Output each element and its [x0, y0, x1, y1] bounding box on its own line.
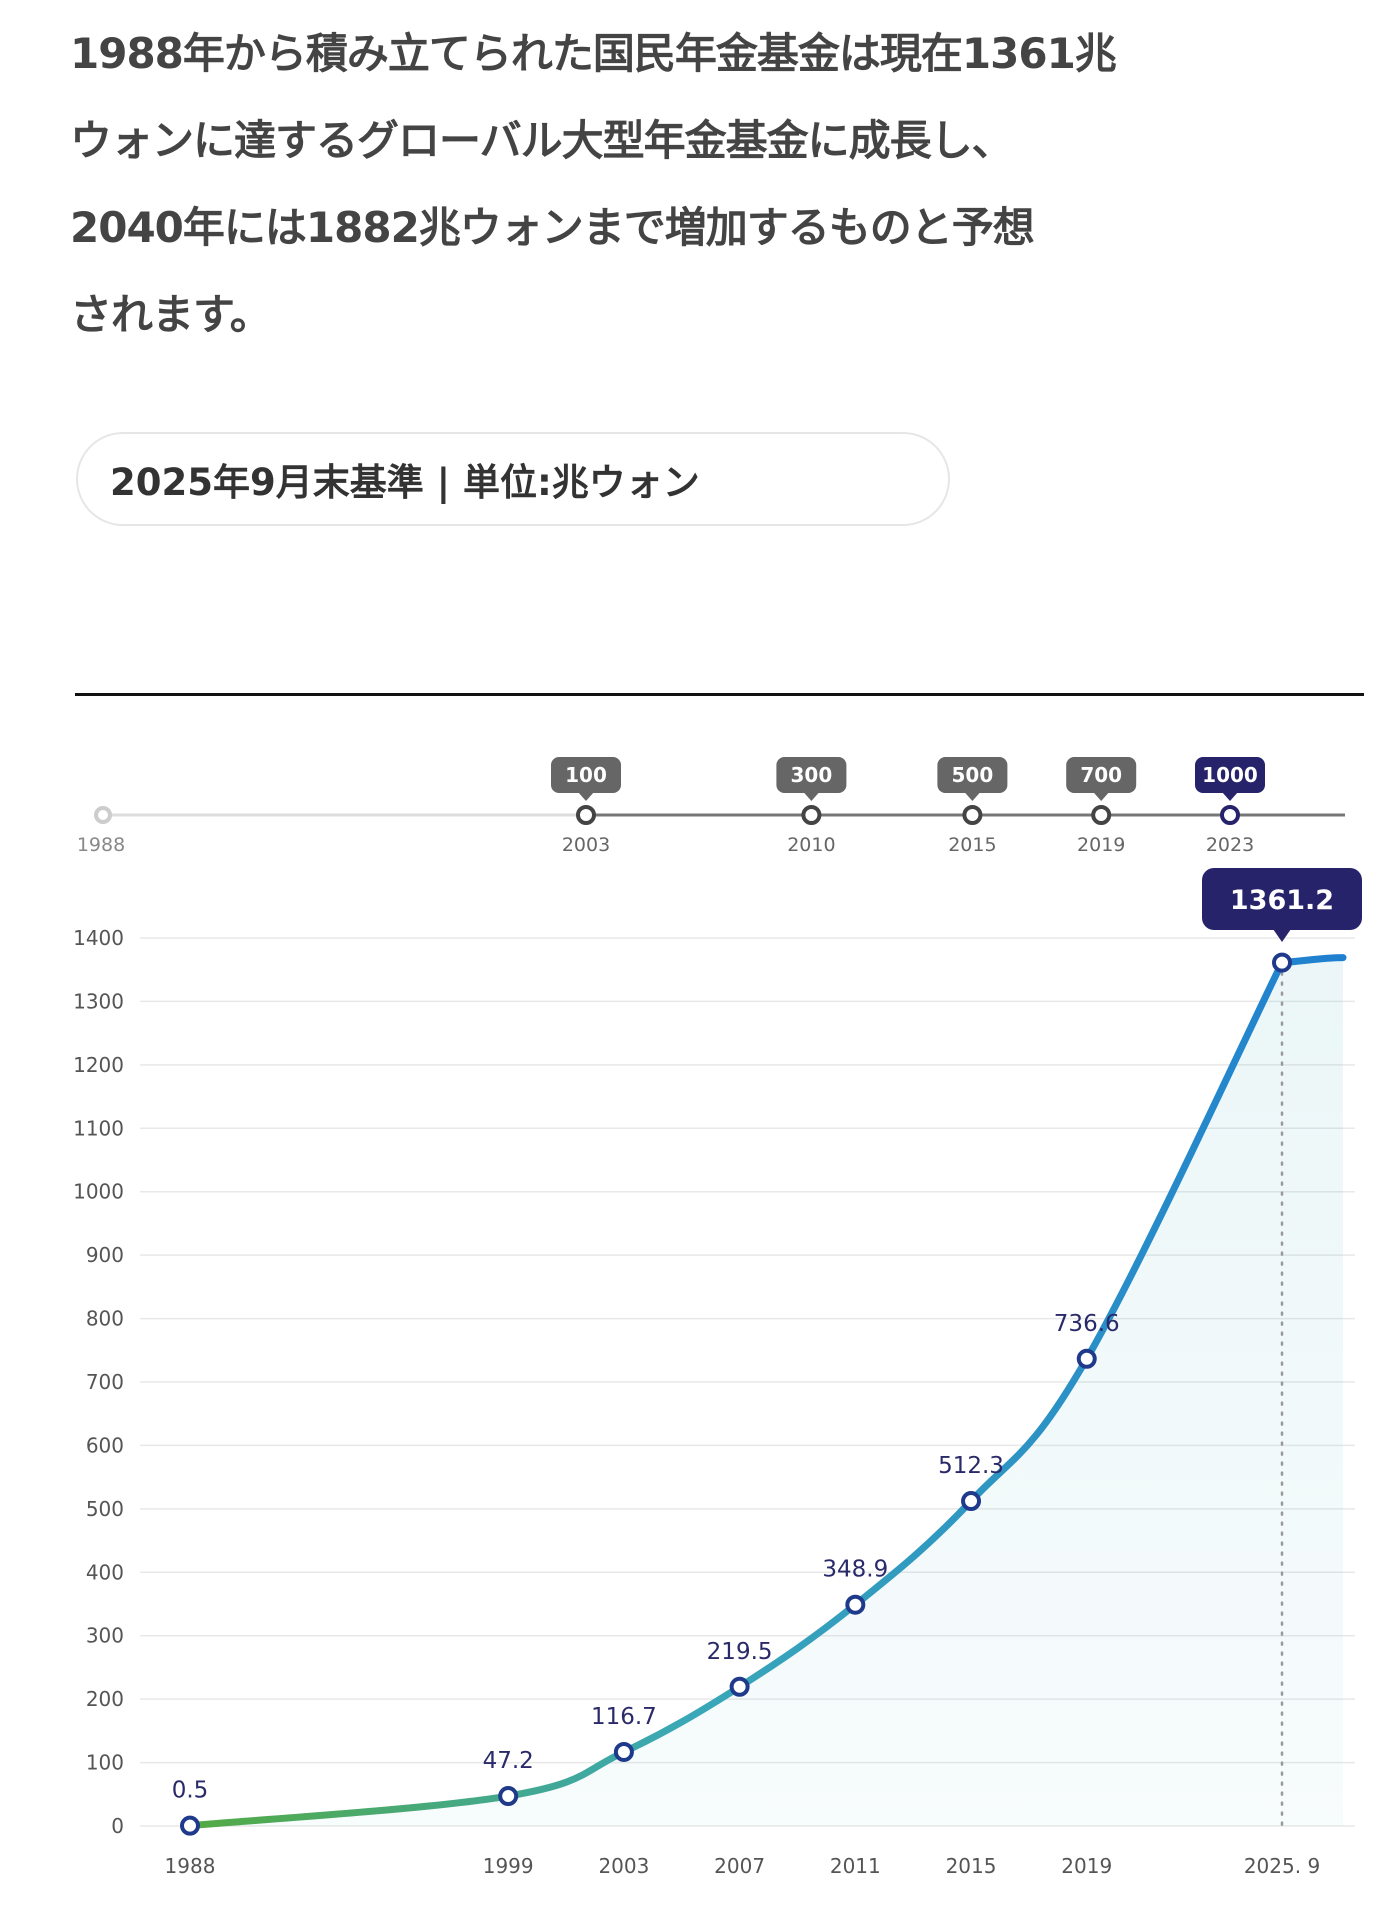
milestone-tag-bg	[937, 757, 1008, 793]
data-point	[961, 1491, 982, 1512]
callout-bg	[1202, 868, 1362, 930]
y-tick-label: 900	[86, 1243, 124, 1267]
data-label: 736.6	[1054, 1311, 1120, 1337]
fund-growth-chart: 1988100200330020105002015700201910002023…	[73, 757, 1362, 1878]
x-tick-label: 1999	[483, 1854, 534, 1878]
timeline-point	[962, 805, 983, 825]
y-tick-label: 200	[86, 1687, 124, 1711]
y-tick-label: 400	[86, 1560, 124, 1584]
timeline-year-label: 2019	[1077, 834, 1125, 856]
timeline-point	[576, 805, 596, 825]
timeline-year-label: 2015	[948, 834, 996, 856]
data-point	[498, 1786, 519, 1807]
y-tick-label: 800	[86, 1307, 124, 1331]
data-label: 0.5	[172, 1778, 209, 1804]
basis-badge: 2025年9月末基準 | 単位:兆ウォン	[76, 432, 950, 526]
milestone-tag-pointer	[803, 792, 820, 801]
timeline-year-label: 1988	[77, 834, 125, 856]
data-point	[613, 1741, 634, 1762]
y-tick-label: 300	[86, 1624, 124, 1648]
data-point	[1076, 1348, 1097, 1369]
y-tick-label: 0	[111, 1814, 124, 1838]
milestone-tag-label: 300	[791, 763, 833, 787]
data-label: 512.3	[938, 1453, 1004, 1479]
timeline-point-start	[94, 806, 112, 824]
milestone-tag-pointer	[1222, 792, 1238, 801]
data-label: 47.2	[483, 1748, 534, 1774]
milestone-tag-bg	[776, 757, 847, 793]
x-tick-label: 1988	[165, 1854, 216, 1878]
milestone-timeline: 1988 100 2003 300 2010 500 2015 700 2019 1000 2023	[77, 757, 1345, 856]
milestone-tag-pointer	[1093, 792, 1110, 801]
milestone-tag-pointer	[578, 792, 594, 801]
data-point	[845, 1594, 866, 1615]
y-tick-label: 1000	[73, 1180, 124, 1204]
milestone-tag-label: 1000	[1202, 763, 1258, 787]
x-tick-label: 2011	[830, 1854, 881, 1878]
intro-line-2: ウォンに達するグローバル大型年金基金に成長し、	[70, 116, 1014, 165]
y-tick-label: 1200	[73, 1053, 124, 1077]
y-tick-label: 100	[86, 1751, 124, 1775]
x-tick-label: 2025. 9	[1244, 1854, 1320, 1878]
intro-line-4: されます。	[70, 290, 272, 339]
y-tick-label: 600	[86, 1433, 124, 1457]
data-point	[180, 1815, 200, 1836]
data-point	[729, 1676, 750, 1697]
data-label: 219.5	[707, 1639, 773, 1665]
current-value-callout: 1361.2	[1202, 868, 1362, 942]
series-area	[190, 957, 1343, 1826]
y-tick-label: 1300	[73, 989, 124, 1013]
data-label: 348.9	[822, 1557, 888, 1583]
intro-line-3: 2040年には1882兆ウォンまで増加するものと予想	[70, 203, 1035, 252]
x-tick-label: 2015	[946, 1854, 997, 1878]
y-tick-label: 1100	[73, 1116, 124, 1140]
data-label: 116.7	[591, 1704, 657, 1730]
callout-pointer	[1273, 929, 1291, 942]
y-tick-label: 700	[86, 1370, 124, 1394]
y-axis: 0 100 200 300 400 500 600 700 800 900 1000 1100 1200…	[73, 926, 124, 1838]
milestone-tag-label: 100	[565, 763, 607, 787]
callout-label: 1361.2	[1230, 885, 1334, 916]
y-tick-label: 1400	[73, 926, 124, 950]
timeline-point	[1220, 805, 1240, 825]
milestone-tag-pointer	[964, 792, 981, 801]
x-tick-label: 2007	[714, 1854, 765, 1878]
data-point	[1272, 952, 1292, 973]
milestone-tag-label: 700	[1080, 763, 1122, 787]
timeline-point	[1091, 805, 1112, 825]
timeline-year-label: 2003	[562, 834, 610, 856]
y-tick-label: 500	[86, 1497, 124, 1521]
timeline-year-label: 2010	[787, 834, 835, 856]
x-axis: 1988 1999 2003 2007 2011 2015 2019 2025. 9	[165, 1854, 1321, 1878]
milestone-tag-label: 500	[952, 763, 994, 787]
milestone-tag-bg	[1195, 757, 1265, 793]
series-points: 0.5 47.2 116.7 219.5 348.9 512.3 736.6	[172, 952, 1292, 1836]
x-tick-label: 2003	[598, 1854, 649, 1878]
intro-line-1: 1988年から積み立てられた国民年金基金は現在1361兆	[70, 29, 1117, 78]
divider	[75, 693, 1364, 696]
timeline-point	[801, 805, 822, 825]
x-tick-label: 2019	[1061, 1854, 1112, 1878]
milestone-tag-bg	[1066, 757, 1137, 793]
milestone-tag-bg	[551, 757, 621, 793]
basis-badge-text: 2025年9月末基準 | 単位:兆ウォン	[110, 461, 700, 504]
timeline-year-label: 2023	[1206, 834, 1254, 856]
intro-text: 1988年から積み立てられた国民年金基金は現在1361兆 ウォンに達するグローバ…	[70, 10, 1290, 358]
